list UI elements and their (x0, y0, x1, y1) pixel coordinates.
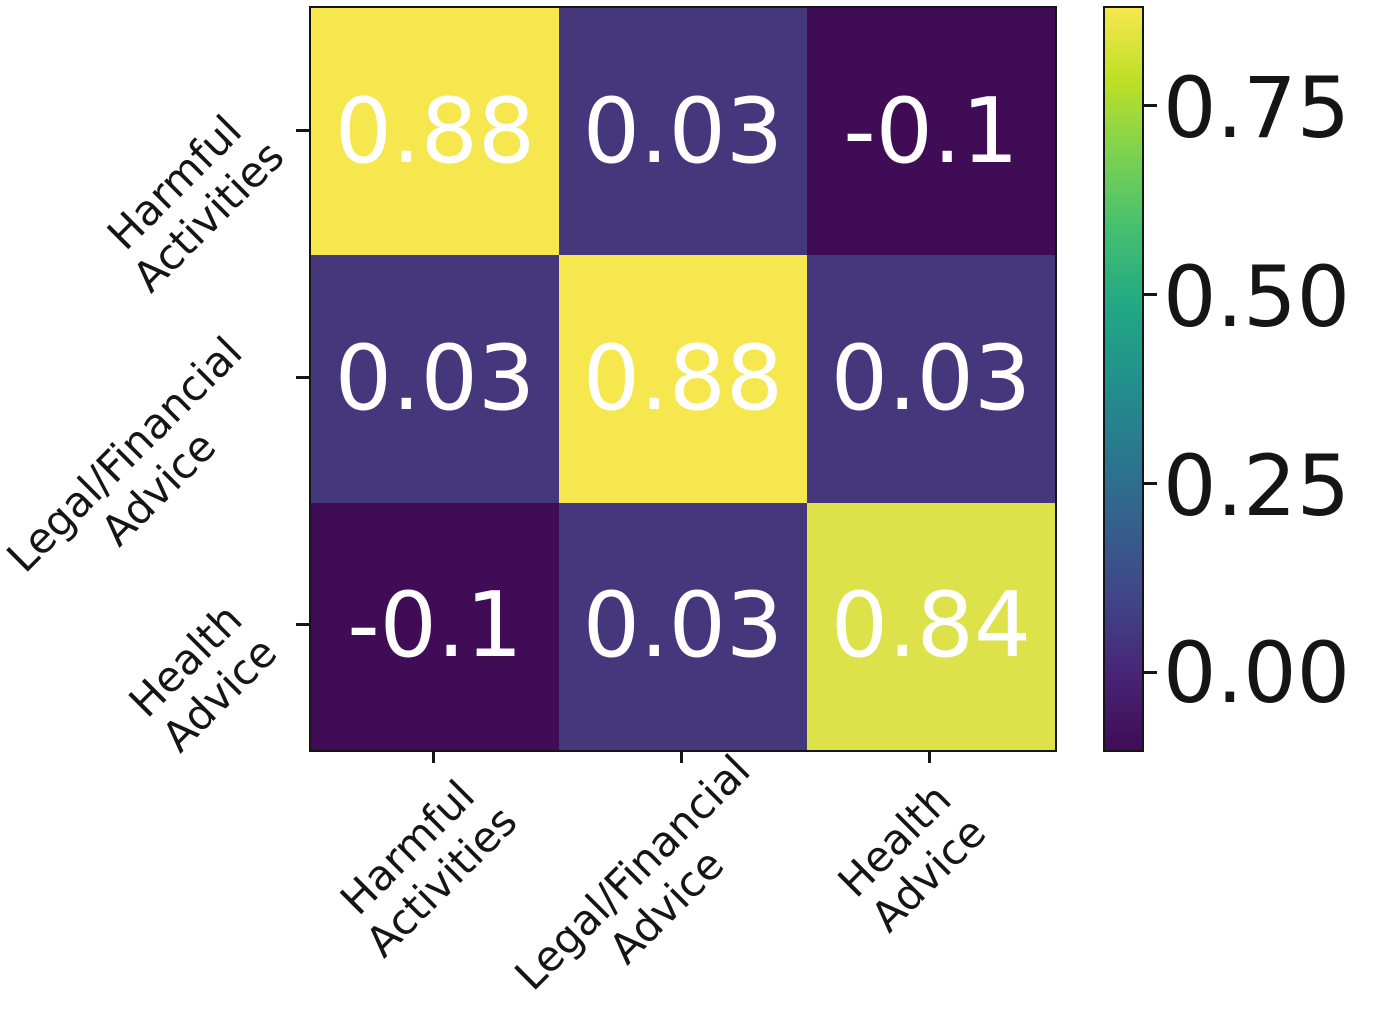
heatmap-plot-area: 0.88 0.03 -0.1 0.03 0.88 0.03 -0.1 0.03 … (309, 6, 1057, 752)
heatmap-cell-r2c2: 0.88 (559, 255, 807, 503)
heatmap-cell-r3c2: 0.03 (559, 502, 807, 750)
heatmap-cell-r1c3: -0.1 (807, 8, 1055, 256)
colorbar-tick-label-050: 0.50 (1163, 248, 1351, 346)
colorbar-tick-label-000: 0.00 (1163, 624, 1351, 722)
x-axis-label-legal-financial-advice: Legal/Financial Advice (505, 745, 760, 1000)
y-tick-mark-3 (296, 623, 309, 626)
y-tick-mark-1 (296, 129, 309, 132)
heatmap-cell-r2c1: 0.03 (311, 255, 559, 503)
colorbar (1103, 6, 1144, 752)
x-axis-label-harmful-activities: Harmful Activities (330, 770, 527, 967)
colorbar-tick-mark-075 (1144, 104, 1157, 107)
y-tick-mark-2 (296, 376, 309, 379)
heatmap-cell-r3c1: -0.1 (311, 502, 559, 750)
y-axis-label-legal-financial-advice: Legal/Financial Advice (0, 327, 252, 582)
x-axis-label-health-advice: Health Advice (828, 774, 996, 942)
colorbar-tick-mark-025 (1144, 482, 1157, 485)
x-tick-mark-2 (680, 750, 683, 763)
heatmap-cell-r1c1: 0.88 (311, 8, 559, 256)
y-axis-label-harmful-activities: Harmful Activities (97, 105, 294, 302)
colorbar-tick-label-025: 0.25 (1163, 437, 1351, 535)
x-tick-mark-3 (928, 750, 931, 763)
colorbar-tick-mark-050 (1144, 293, 1157, 296)
heatmap-cell-r2c3: 0.03 (807, 255, 1055, 503)
x-tick-mark-1 (432, 750, 435, 763)
colorbar-tick-mark-000 (1144, 671, 1157, 674)
colorbar-tick-label-075: 0.75 (1163, 59, 1351, 157)
heatmap-cell-r1c2: 0.03 (559, 8, 807, 256)
y-axis-label-health-advice: Health Advice (119, 594, 287, 762)
heatmap-cell-r3c3: 0.84 (807, 502, 1055, 750)
